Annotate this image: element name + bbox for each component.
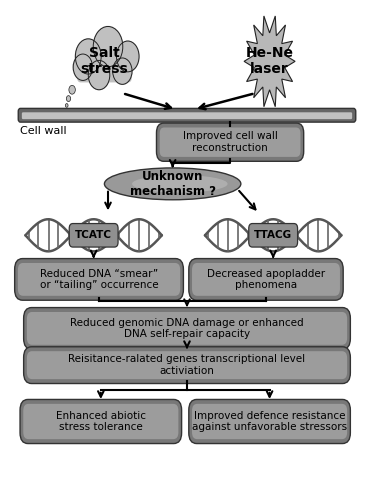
FancyBboxPatch shape — [20, 400, 182, 444]
Circle shape — [93, 26, 123, 67]
Text: TCATC: TCATC — [75, 230, 112, 240]
FancyBboxPatch shape — [192, 263, 340, 296]
Ellipse shape — [132, 175, 227, 192]
Circle shape — [65, 104, 68, 108]
FancyBboxPatch shape — [189, 400, 350, 444]
FancyBboxPatch shape — [24, 347, 350, 384]
Polygon shape — [244, 16, 295, 106]
Circle shape — [76, 39, 101, 74]
FancyBboxPatch shape — [18, 108, 356, 122]
FancyBboxPatch shape — [189, 258, 343, 300]
FancyBboxPatch shape — [77, 58, 132, 82]
FancyBboxPatch shape — [27, 351, 347, 379]
Text: Reduced genomic DNA damage or enhanced
DNA self-repair capacity: Reduced genomic DNA damage or enhanced D… — [70, 318, 304, 339]
Text: Reisitance-ralated genes transcriptional level
activiation: Reisitance-ralated genes transcriptional… — [68, 354, 306, 376]
Text: He-Ne
laser: He-Ne laser — [246, 46, 294, 76]
FancyBboxPatch shape — [15, 258, 183, 300]
Circle shape — [73, 54, 92, 80]
FancyBboxPatch shape — [69, 224, 118, 247]
Text: Cell wall: Cell wall — [20, 126, 67, 136]
FancyBboxPatch shape — [156, 123, 304, 162]
Text: Decreased apopladder
phenomena: Decreased apopladder phenomena — [207, 268, 325, 290]
Text: Reduced DNA “smear”
or “tailing” occurrence: Reduced DNA “smear” or “tailing” occurre… — [40, 268, 158, 290]
Text: Improved defence resistance
against unfavorable stressors: Improved defence resistance against unfa… — [192, 410, 347, 432]
Circle shape — [66, 96, 71, 102]
Text: Unknown
mechanism ?: Unknown mechanism ? — [130, 170, 216, 198]
Circle shape — [113, 58, 132, 84]
Circle shape — [88, 60, 110, 90]
Circle shape — [116, 41, 139, 72]
Text: TTACG: TTACG — [254, 230, 292, 240]
FancyBboxPatch shape — [23, 404, 178, 439]
FancyBboxPatch shape — [24, 308, 350, 349]
FancyBboxPatch shape — [22, 112, 352, 119]
Ellipse shape — [104, 168, 241, 200]
Circle shape — [69, 86, 75, 94]
Text: Improved cell wall
reconstruction: Improved cell wall reconstruction — [183, 132, 278, 153]
Text: Enhanced abiotic
stress tolerance: Enhanced abiotic stress tolerance — [56, 410, 146, 432]
FancyBboxPatch shape — [160, 128, 300, 157]
Text: Salt
stress: Salt stress — [80, 46, 128, 76]
FancyBboxPatch shape — [18, 263, 180, 296]
FancyBboxPatch shape — [27, 312, 347, 345]
FancyBboxPatch shape — [249, 224, 298, 247]
FancyBboxPatch shape — [192, 404, 347, 439]
